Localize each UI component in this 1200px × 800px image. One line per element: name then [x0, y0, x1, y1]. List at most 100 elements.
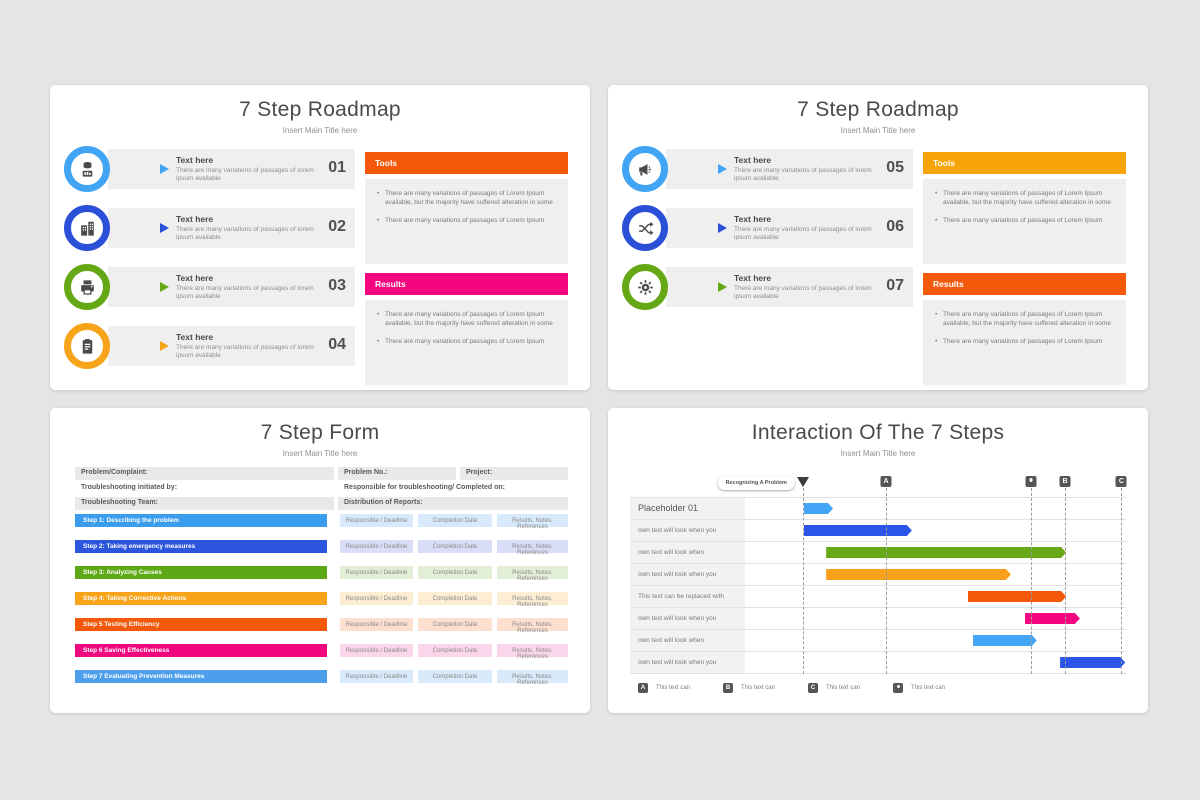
step-number: 03 — [328, 277, 346, 294]
dot-icon — [896, 685, 900, 689]
info-panel: Results There are many variations of pass… — [365, 273, 568, 385]
slide-subtitle: Insert Main Title here — [840, 449, 916, 458]
step-bar: Text here There are many variations of pa… — [108, 208, 355, 248]
bullet-item: There are many variations of passages of… — [935, 190, 1116, 208]
step-texts: Text here There are many variations of pa… — [734, 155, 889, 184]
step-description: There are many variations of passages of… — [734, 226, 872, 242]
info-panel: Tools There are many variations of passag… — [923, 152, 1126, 264]
form-step-label: Step 7 Evaluating Prevention Measures — [75, 670, 327, 683]
page-title: 7 Step Roadmap — [797, 98, 959, 121]
info-panel: Tools There are many variations of passag… — [365, 152, 568, 264]
gantt-row: own text will look when — [630, 542, 1126, 564]
milestone-marker-C: C — [1115, 476, 1127, 487]
step-ring — [622, 205, 668, 251]
step-texts: Text here There are many variations of pa… — [176, 332, 331, 361]
panel-header: Tools — [923, 152, 1126, 174]
form-header-row: Troubleshooting Team: Distribution of Rep… — [75, 497, 568, 510]
gantt-bar — [1025, 613, 1080, 624]
gantt-row: own text will look when you — [630, 520, 1126, 542]
form-step-cell: Completion Date — [418, 566, 492, 579]
gantt-row-track — [745, 542, 1126, 563]
bullet-item: There are many variations of passages of… — [377, 311, 558, 329]
bullet-item: There are many variations of passages of… — [935, 311, 1116, 329]
gantt-row-label: This text can be replaced with — [630, 586, 745, 607]
step-bar: Text here There are many variations of pa… — [666, 208, 913, 248]
gantt-bar — [1060, 657, 1125, 668]
step-ring — [64, 264, 110, 310]
gantt-row-track — [745, 564, 1126, 585]
step-title: Text here — [176, 332, 214, 342]
step-ring — [64, 205, 110, 251]
page-title: Interaction Of The 7 Steps — [751, 421, 1005, 444]
milestone-marker-A: A — [880, 476, 892, 487]
gear-icon — [637, 279, 653, 295]
gantt-row: This text can be replaced with — [630, 586, 1126, 608]
form-step-cell: Results, Notes, References — [497, 514, 568, 530]
legend-marker-C: C — [808, 683, 818, 693]
form-step-cell: Responsible / Deadline — [340, 592, 413, 605]
step-description: There are many variations of passages of… — [176, 344, 314, 360]
form-step-row: Step 4: Taking Corrective Actions Respons… — [75, 592, 568, 608]
roadmap-panels: Tools There are many variations of passag… — [923, 152, 1126, 394]
roadmap-step: Text here There are many variations of pa… — [64, 205, 355, 251]
step-description: There are many variations of passages of… — [176, 285, 314, 301]
roadmap-step: Text here There are many variations of pa… — [64, 323, 355, 369]
form-step-rows: Step 1: Describing the problem Responsibl… — [75, 514, 568, 686]
form-step-row: Step 1: Describing the problem Responsibl… — [75, 514, 568, 530]
gantt-plot-area: Placeholder 01 own text will look when yo… — [630, 488, 1126, 674]
form-step-cell: Results, Notes, References — [497, 670, 568, 686]
play-icon — [718, 164, 727, 174]
bullet-item: There are many variations of passages of… — [377, 190, 558, 208]
form-step-cell: Responsible / Deadline — [340, 566, 413, 579]
gantt-row: Placeholder 01 — [630, 498, 1126, 520]
form-step-label: Step 3: Analyzing Causes — [75, 566, 327, 579]
step-bar: Text here There are many variations of pa… — [666, 149, 913, 189]
form-step-cell: Completion Date — [418, 670, 492, 683]
form-step-cell: Responsible / Deadline — [340, 644, 413, 657]
legend-item: B This text can — [723, 683, 808, 693]
bullet-item: There are many variations of passages of… — [935, 338, 1116, 347]
dot-icon — [1029, 478, 1033, 482]
gantt-row-track — [745, 586, 1126, 607]
report-data-icon — [82, 161, 92, 177]
form-step-cell: Results, Notes, References — [497, 566, 568, 582]
play-icon — [718, 282, 727, 292]
megaphone-icon — [638, 163, 651, 175]
gantt-row-label: Placeholder 01 — [630, 498, 745, 519]
form-header-rows: Problem/Complaint: Problem No.: Project: Tr… — [75, 467, 568, 510]
gantt-bar — [968, 591, 1066, 602]
panel-header: Results — [923, 273, 1126, 295]
gantt-row-track — [745, 608, 1126, 629]
step-description: There are many variations of passages of… — [176, 167, 314, 183]
gantt-row-label: own text will look when — [630, 630, 745, 651]
bullet-item: There are many variations of passages of… — [377, 338, 558, 347]
milestone-triangle-icon — [796, 477, 809, 487]
gantt-row-label: own text will look when you — [630, 608, 745, 629]
play-icon — [160, 282, 169, 292]
slide-subtitle: Insert Main Title here — [282, 126, 358, 135]
step-number: 01 — [328, 159, 346, 176]
form-header-cell: Troubleshooting Team: — [75, 497, 334, 510]
form-header-cell: Problem/Complaint: — [75, 467, 334, 480]
gantt-row: own text will look when you — [630, 608, 1126, 630]
gantt-row-label: own text will look when you — [630, 564, 745, 585]
bullet-item: There are many variations of passages of… — [377, 217, 558, 226]
panel-body: There are many variations of passages of… — [365, 300, 568, 385]
bullet-list: There are many variations of passages of… — [373, 311, 558, 346]
play-icon — [160, 223, 169, 233]
gantt-bar — [973, 635, 1037, 646]
form-step-cell: Responsible / Deadline — [340, 540, 413, 553]
form-step-label: Step 6 Saving Effectiveness — [75, 644, 327, 657]
form-header-row: Problem/Complaint: Problem No.: Project: — [75, 467, 568, 480]
milestone-marker-B: B — [1059, 476, 1071, 487]
form-step-row: Step 5 Testing Efficiency Responsible / D… — [75, 618, 568, 634]
gantt-bar — [804, 525, 912, 536]
play-icon — [160, 341, 169, 351]
step-description: There are many variations of passages of… — [176, 226, 314, 242]
legend-label: This text can — [656, 685, 691, 691]
gantt-row: own text will look when you — [630, 652, 1126, 674]
step-bar: Text here There are many variations of pa… — [666, 267, 913, 307]
step-ring — [622, 146, 668, 192]
step-texts: Text here There are many variations of pa… — [176, 155, 331, 184]
